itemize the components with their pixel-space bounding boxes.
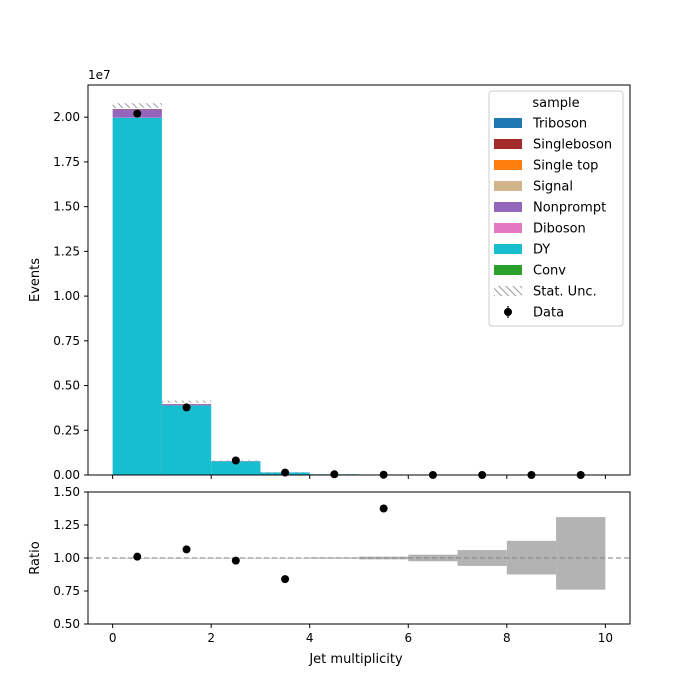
legend-entry-signal: Signal: [494, 180, 573, 195]
legend-entry-diboson: Diboson: [494, 222, 586, 237]
main-y-tick-label: 1.50: [53, 200, 80, 214]
legend-frame: [488, 90, 624, 327]
legend-label: Conv: [533, 264, 566, 279]
legend-entries: Triboson Singleboson Single top Signal Nonpr…: [494, 117, 612, 321]
ratio-band-bin-4: [309, 557, 359, 559]
ratio-band-bin-9: [556, 517, 606, 590]
legend-label: Diboson: [533, 222, 586, 237]
main-y-tick-label: 1.00: [53, 289, 80, 303]
legend-entry-triboson: Triboson: [494, 117, 587, 132]
legend-label: Nonprompt: [533, 201, 606, 216]
legend-swatch: [494, 139, 522, 149]
legend-label: Triboson: [532, 117, 587, 132]
legend: sample Triboson Singleboson Single top Sign…: [488, 90, 624, 327]
main-y-tick-label: 0.25: [53, 423, 80, 437]
legend-swatch: [494, 223, 522, 233]
ratio-point-2: [231, 556, 240, 565]
bar-dy-bin-2: [211, 461, 261, 475]
main-y-tick-label: 0.00: [53, 468, 80, 482]
bar-dy-bin-0: [112, 117, 162, 475]
ratio-point-3: [281, 575, 290, 584]
stat-unc-bin-1: [161, 400, 212, 403]
main-panel: 0.00 0.25 0.50 0.75 1.00 1.25 1.50 1.75 2.00 1e7…: [28, 68, 631, 482]
ratio-point-4: [379, 504, 388, 513]
ratio-y-ticks: 0.50 0.75 1.00 1.25 1.50: [53, 485, 88, 631]
legend-entry-stat-unc-: Stat. Unc.: [494, 285, 597, 300]
legend-label: Data: [533, 306, 564, 321]
ratio-band-bin-5: [359, 556, 409, 560]
data-point-2: [231, 456, 240, 465]
ratio-y-tick-label: 0.75: [53, 584, 80, 598]
legend-label: Stat. Unc.: [533, 285, 597, 300]
ratio-x-tick-label: 8: [503, 631, 511, 645]
ratio-x-tick-label: 0: [109, 631, 117, 645]
ratio-x-tick-label: 2: [207, 631, 215, 645]
data-point-0: [133, 109, 142, 118]
ratio-x-tick-label: 10: [598, 631, 613, 645]
legend-entry-singleboson: Singleboson: [494, 138, 612, 153]
ratio-point-0: [133, 552, 142, 561]
main-x-ticks: [112, 475, 606, 479]
legend-marker: [504, 308, 512, 316]
ratio-points: [133, 504, 388, 584]
legend-label: Signal: [533, 180, 573, 195]
ratio-y-tick-label: 0.50: [53, 617, 80, 631]
legend-label: Single top: [533, 159, 598, 174]
ratio-x-tick-label: 4: [306, 631, 314, 645]
legend-entry-nonprompt: Nonprompt: [494, 201, 606, 216]
legend-entry-data: Data: [504, 306, 564, 321]
main-y-tick-label: 0.50: [53, 379, 80, 393]
main-y-tick-label: 1.75: [53, 155, 80, 169]
legend-swatch: [494, 181, 522, 191]
legend-swatch: [494, 244, 522, 254]
ratio-band-bin-3: [260, 558, 310, 559]
main-y-tick-label: 1.25: [53, 244, 80, 258]
bar-dy-bin-1: [161, 405, 212, 475]
legend-swatch: [494, 286, 522, 296]
ratio-point-1: [182, 545, 191, 554]
y-offset-label: 1e7: [88, 68, 111, 82]
main-y-ticks: 0.00 0.25 0.50 0.75 1.00 1.25 1.50 1.75 2.00: [53, 110, 88, 482]
data-point-4: [330, 470, 339, 479]
ratio-y-tick-label: 1.00: [53, 551, 80, 565]
ratio-x-ticks: 0 2 4 6 8 10: [109, 624, 613, 645]
legend-swatch: [494, 118, 522, 128]
ratio-y-tick-label: 1.50: [53, 485, 80, 499]
legend-title: sample: [532, 96, 579, 111]
ratio-y-axis-label: Ratio: [28, 541, 43, 574]
stat-unc-bin-0: [112, 103, 162, 108]
main-y-tick-label: 0.75: [53, 334, 80, 348]
legend-label: Singleboson: [533, 138, 612, 153]
stacked-bars: [112, 109, 458, 475]
ratio-y-tick-label: 1.25: [53, 518, 80, 532]
legend-swatch: [494, 202, 522, 212]
main-y-axis-label: Events: [28, 258, 43, 302]
data-point-1: [182, 403, 191, 412]
main-y-tick-label: 2.00: [53, 110, 80, 124]
legend-swatch: [494, 160, 522, 170]
ratio-x-tick-label: 6: [404, 631, 412, 645]
x-axis-label: Jet multiplicity: [308, 652, 403, 667]
ratio-panel: 0.50 0.75 1.00 1.25 1.50 0 2 4 6 8 10 Ratio Jet m…: [28, 485, 631, 667]
main-axes-frame: [87, 84, 631, 476]
legend-swatch: [494, 265, 522, 275]
legend-entry-conv: Conv: [494, 264, 566, 279]
legend-entry-single-top: Single top: [494, 159, 598, 174]
legend-entry-dy: DY: [494, 243, 550, 258]
legend-label: DY: [533, 243, 550, 258]
